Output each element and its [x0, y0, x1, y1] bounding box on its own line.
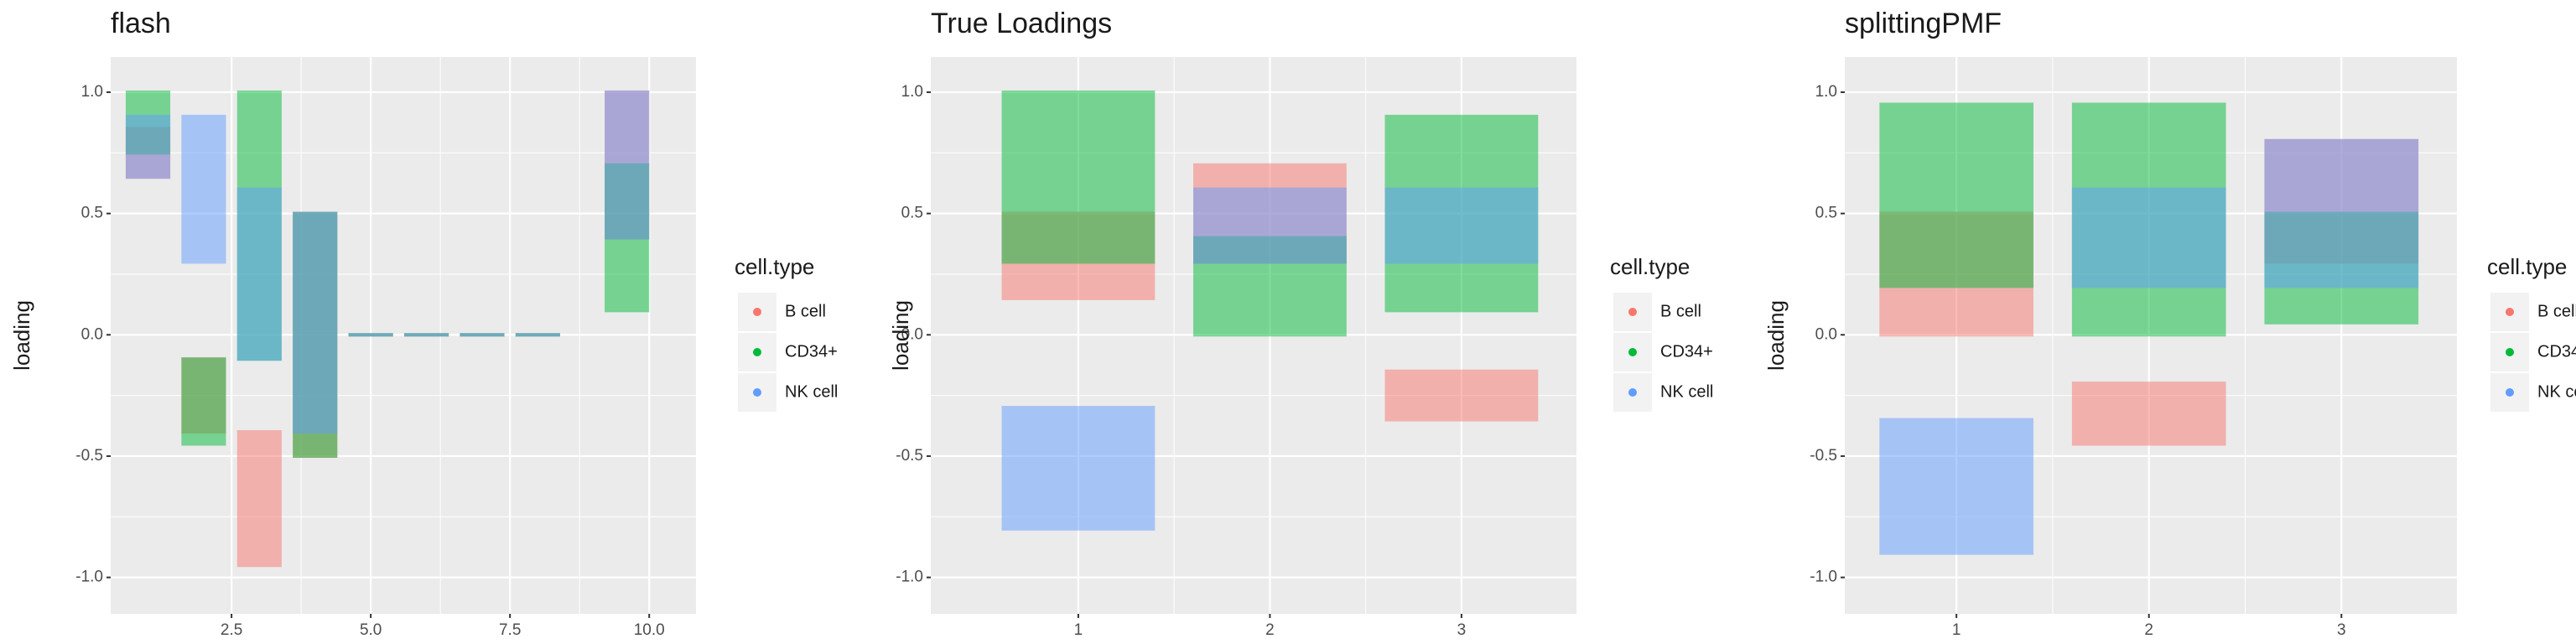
point-cluster — [1384, 369, 1539, 422]
point-cluster — [1001, 90, 1156, 264]
legend-marker — [1628, 388, 1637, 397]
legend-label: NK cell — [2537, 382, 2576, 401]
x-tick-label: 2.5 — [221, 621, 242, 639]
point-cluster — [1001, 406, 1156, 531]
y-tick-label: -1.0 — [75, 569, 103, 586]
y-tick-label: 0.5 — [81, 205, 103, 222]
point-cluster — [2071, 382, 2226, 446]
legend-title: cell.type — [2487, 254, 2567, 279]
point-cluster — [2071, 187, 2226, 288]
chart-title: splittingPMF — [1845, 8, 2002, 39]
legend-label: CD34+ — [1660, 342, 1713, 361]
point-cluster — [181, 357, 226, 446]
x-tick-label: 3 — [1457, 621, 1467, 639]
chart-title: flash — [111, 8, 171, 39]
legend-marker — [753, 308, 761, 316]
point-cluster — [236, 430, 282, 568]
y-tick-label: -1.0 — [896, 569, 923, 586]
point-cluster — [460, 333, 505, 337]
y-tick-label: -0.5 — [1810, 447, 1837, 465]
y-axis-label: loading — [888, 300, 913, 371]
point-cluster — [293, 211, 338, 434]
y-tick-label: -1.0 — [1810, 569, 1837, 586]
y-axis-label: loading — [9, 300, 34, 371]
y-tick-label: 1.0 — [1815, 83, 1837, 101]
y-tick-label: 0.0 — [1815, 325, 1837, 343]
legend-title: cell.type — [735, 254, 814, 279]
y-axis-label: loading — [1763, 300, 1789, 371]
x-tick-label: 10.0 — [634, 621, 665, 639]
legend-marker — [2506, 308, 2514, 316]
x-tick-label: 5.0 — [360, 621, 382, 639]
x-tick-label: 3 — [2337, 621, 2346, 639]
legend-title: cell.type — [1610, 254, 1690, 279]
y-tick-label: -0.5 — [75, 447, 103, 465]
legend-label: NK cell — [1660, 382, 1713, 401]
point-cluster — [1879, 418, 2033, 555]
legend-label: NK cell — [785, 382, 838, 401]
y-tick-label: 0.0 — [901, 325, 923, 343]
x-tick-label: 1 — [1952, 621, 1961, 639]
y-tick-label: 0.0 — [81, 325, 103, 343]
x-tick-label: 7.5 — [499, 621, 521, 639]
point-cluster — [348, 333, 393, 337]
x-tick-label: 1 — [1074, 621, 1083, 639]
legend-marker — [753, 388, 761, 397]
legend-marker — [1628, 308, 1637, 316]
legend-label: B cell — [2537, 302, 2576, 320]
x-tick-label: 2 — [2144, 621, 2153, 639]
legend-marker — [1628, 348, 1637, 356]
point-cluster — [515, 333, 560, 337]
y-tick-label: 1.0 — [81, 83, 103, 101]
point-cluster — [605, 90, 650, 240]
legend-marker — [2506, 348, 2514, 356]
y-tick-label: 0.5 — [901, 205, 923, 222]
legend-label: B cell — [1660, 302, 1701, 320]
point-cluster — [181, 114, 226, 264]
legend-marker — [753, 348, 761, 356]
y-tick-label: 1.0 — [901, 83, 923, 101]
point-cluster — [403, 333, 449, 337]
legend-label: CD34+ — [785, 342, 838, 361]
legend-marker — [2506, 388, 2514, 397]
point-cluster — [1879, 102, 2033, 288]
point-cluster — [1384, 187, 1539, 264]
point-cluster — [1193, 187, 1347, 264]
chart-title: True Loadings — [931, 8, 1112, 39]
y-tick-label: -0.5 — [896, 447, 923, 465]
y-tick-label: 0.5 — [1815, 205, 1837, 222]
legend-label: B cell — [785, 302, 826, 320]
x-tick-label: 2 — [1265, 621, 1275, 639]
point-cluster — [125, 114, 171, 179]
point-cluster — [2264, 138, 2419, 288]
point-cluster — [236, 187, 282, 361]
legend-label: CD34+ — [2537, 342, 2576, 361]
